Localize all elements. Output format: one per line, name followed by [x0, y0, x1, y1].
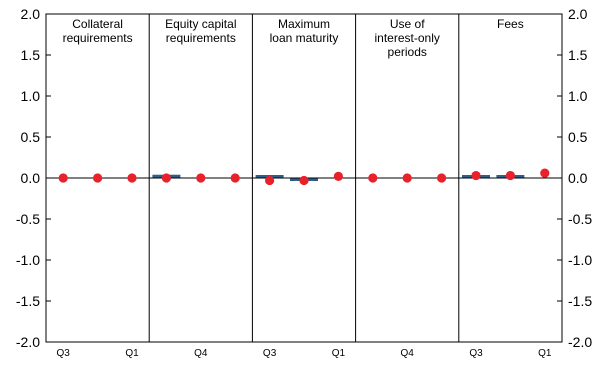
panel-title: Fees	[497, 17, 524, 31]
x-tick-label: Q4	[194, 348, 208, 359]
data-point	[437, 173, 447, 183]
y-tick-label-left: -1.0	[16, 252, 40, 268]
x-tick-label: Q3	[263, 348, 277, 359]
y-tick-label-right: -1.5	[568, 293, 592, 309]
data-point	[230, 173, 240, 183]
data-point	[540, 168, 550, 178]
y-tick-label-right: -0.5	[568, 211, 592, 227]
x-tick-label: Q1	[332, 348, 346, 359]
x-tick-label: Q4	[401, 348, 415, 359]
y-tick-label-left: 1.0	[21, 88, 41, 104]
x-tick-label: Q3	[469, 348, 483, 359]
x-tick-label: Q3	[57, 348, 71, 359]
x-tick-label: Q1	[125, 348, 139, 359]
panel-title: requirements	[63, 31, 133, 45]
y-tick-label-left: 2.0	[21, 6, 41, 22]
data-point	[58, 173, 68, 183]
data-point	[196, 173, 206, 183]
data-point	[93, 173, 103, 183]
panel-title: periods	[388, 45, 427, 59]
x-tick-label: Q1	[538, 348, 552, 359]
data-point	[265, 175, 275, 186]
y-tick-label-right: -1.0	[568, 252, 592, 268]
y-tick-label-left: -2.0	[16, 334, 40, 350]
y-tick-label-left: -0.5	[16, 211, 40, 227]
data-point	[402, 173, 412, 183]
data-point	[368, 173, 378, 183]
data-point	[127, 173, 137, 183]
panel-title: Use of	[390, 17, 425, 31]
data-point	[333, 171, 343, 181]
panel-title: requirements	[166, 31, 236, 45]
y-tick-label-right: 0.0	[568, 170, 588, 186]
y-tick-label-right: 1.0	[568, 88, 588, 104]
y-tick-label-left: -1.5	[16, 293, 40, 309]
panel-title: Maximum	[278, 17, 330, 31]
y-tick-label-left: 0.5	[21, 129, 41, 145]
y-tick-label-left: 1.5	[21, 47, 41, 63]
y-tick-label-right: -2.0	[568, 334, 592, 350]
panel-title: Collateral	[72, 17, 123, 31]
y-tick-label-right: 0.5	[568, 129, 588, 145]
data-point	[505, 170, 515, 181]
y-tick-label-right: 2.0	[568, 6, 588, 22]
panel-title: Equity capital	[165, 17, 236, 31]
panel-title: loan maturity	[270, 31, 339, 45]
data-point	[299, 175, 309, 186]
panel-title: interest-only	[375, 31, 440, 45]
data-point	[471, 170, 481, 181]
y-tick-label-left: 0.0	[21, 170, 41, 186]
y-tick-label-right: 1.5	[568, 47, 588, 63]
data-point	[161, 173, 171, 183]
